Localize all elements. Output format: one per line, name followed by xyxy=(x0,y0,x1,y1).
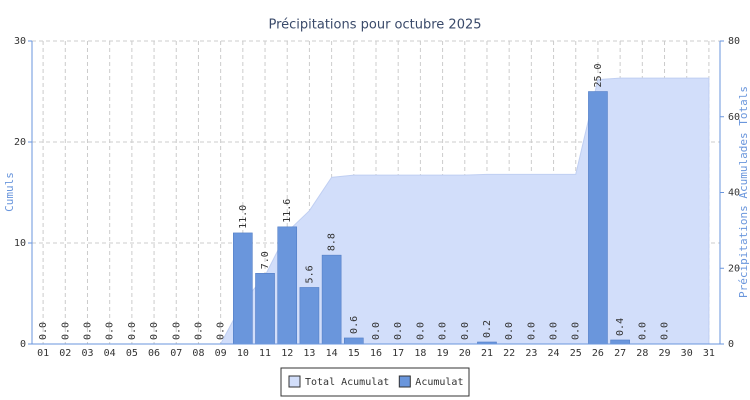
value-label: 0.6 xyxy=(349,316,360,334)
bar xyxy=(277,226,298,345)
x-tick-label: 25 xyxy=(570,348,582,359)
y-tick-label: 0 xyxy=(20,339,26,350)
bar xyxy=(233,232,253,345)
value-label: 0.0 xyxy=(504,322,515,340)
value-label: 11.0 xyxy=(238,205,249,229)
area xyxy=(43,77,710,345)
value-label: 0.0 xyxy=(660,322,671,340)
value-label: 0.0 xyxy=(438,322,449,340)
x-tick-label: 21 xyxy=(481,348,493,359)
x-tick-label: 26 xyxy=(592,348,604,359)
bar xyxy=(344,337,364,345)
value-label: 0.0 xyxy=(193,322,204,340)
x-tick-label: 27 xyxy=(614,348,626,359)
value-label: 0.0 xyxy=(460,322,471,340)
bar xyxy=(321,254,342,345)
y2-tick-label: 60 xyxy=(728,112,740,123)
x-tick-label: 18 xyxy=(414,348,426,359)
x-tick-label: 23 xyxy=(525,348,537,359)
x-tick-label: 30 xyxy=(681,348,693,359)
y-tick-label: 10 xyxy=(14,238,26,249)
y2-axis-label: Précipitations Acumulades Totals xyxy=(737,86,750,298)
value-label: 0.4 xyxy=(615,318,626,336)
x-tick-label: 31 xyxy=(703,348,715,359)
x-tick-label: 29 xyxy=(658,348,670,359)
value-label: 8.8 xyxy=(327,233,338,251)
value-label: 0.0 xyxy=(127,322,138,340)
value-label: 0.0 xyxy=(371,322,382,340)
y-tick-label: 30 xyxy=(14,36,26,47)
legend-box xyxy=(280,367,470,397)
value-label: 0.0 xyxy=(149,322,160,340)
x-tick-label: 12 xyxy=(281,348,293,359)
value-label: 0.0 xyxy=(637,322,648,340)
x-tick-label: 19 xyxy=(437,348,449,359)
x-tick-label: 04 xyxy=(104,348,116,359)
x-tick-label: 05 xyxy=(126,348,138,359)
value-label: 0.0 xyxy=(171,322,182,340)
value-label: 11.6 xyxy=(282,199,293,223)
value-label: 0.0 xyxy=(526,322,537,340)
value-label: 5.6 xyxy=(304,265,315,283)
x-tick-label: 11 xyxy=(259,348,271,359)
y2-tick-label: 0 xyxy=(728,339,734,350)
x-tick-label: 24 xyxy=(548,348,560,359)
x-tick-label: 06 xyxy=(148,348,160,359)
value-label: 7.0 xyxy=(260,251,271,269)
x-tick-label: 10 xyxy=(237,348,249,359)
x-tick-label: 09 xyxy=(215,348,227,359)
legend-swatch xyxy=(288,375,301,388)
value-label: 0.0 xyxy=(105,322,116,340)
x-tick-label: 01 xyxy=(37,348,49,359)
value-label: 0.0 xyxy=(571,322,582,340)
value-label: 0.0 xyxy=(549,322,560,340)
y-axis-label: Cumuls xyxy=(3,172,16,212)
legend-label: Acumulat xyxy=(415,377,463,388)
bar xyxy=(588,91,608,345)
x-tick-label: 16 xyxy=(370,348,382,359)
y2-tick-label: 20 xyxy=(728,263,740,274)
bar xyxy=(299,287,320,345)
x-tick-label: 02 xyxy=(59,348,71,359)
value-label: 0.0 xyxy=(60,322,71,340)
value-label: 0.0 xyxy=(415,322,426,340)
x-tick-label: 22 xyxy=(503,348,515,359)
value-label: 25.0 xyxy=(593,63,604,87)
x-tick-label: 08 xyxy=(192,348,204,359)
chart-title: Précipitations pour octubre 2025 xyxy=(268,18,481,33)
y-tick-label: 20 xyxy=(14,137,26,148)
x-tick-label: 20 xyxy=(459,348,471,359)
x-tick-label: 07 xyxy=(170,348,182,359)
y2-tick-label: 80 xyxy=(728,36,740,47)
x-tick-label: 15 xyxy=(348,348,360,359)
legend-swatch xyxy=(398,375,411,388)
x-tick-label: 28 xyxy=(636,348,648,359)
x-tick-label: 03 xyxy=(81,348,93,359)
value-label: 0.0 xyxy=(393,322,404,340)
value-label: 0.0 xyxy=(38,322,49,340)
x-tick-label: 17 xyxy=(392,348,404,359)
value-label: 0.0 xyxy=(82,322,93,340)
value-label: 0.2 xyxy=(482,320,493,338)
value-label: 0.0 xyxy=(216,322,227,340)
x-tick-label: 13 xyxy=(303,348,315,359)
bar xyxy=(610,339,630,345)
legend-label: Total Acumulat xyxy=(305,377,389,388)
bar xyxy=(255,273,275,345)
y2-tick-label: 40 xyxy=(728,188,740,199)
x-tick-label: 14 xyxy=(326,348,338,359)
